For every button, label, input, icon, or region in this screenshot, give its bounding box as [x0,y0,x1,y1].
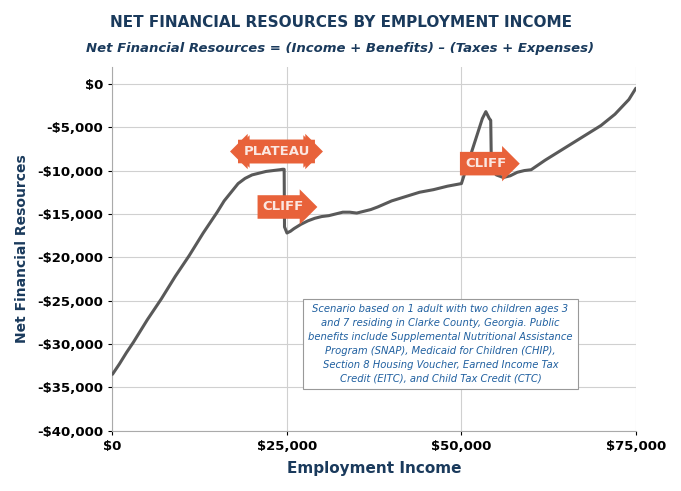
Text: CLIFF: CLIFF [465,157,507,170]
Text: PLATEAU: PLATEAU [243,145,310,158]
Text: Net Financial Resources = (Income + Benefits) – (Taxes + Expenses): Net Financial Resources = (Income + Bene… [86,42,595,55]
Y-axis label: Net Financial Resources: Net Financial Resources [15,154,29,343]
Text: Scenario based on 1 adult with two children ages 3
and 7 residing in Clarke Coun: Scenario based on 1 adult with two child… [308,304,573,384]
Text: NET FINANCIAL RESOURCES BY EMPLOYMENT INCOME: NET FINANCIAL RESOURCES BY EMPLOYMENT IN… [110,15,571,30]
Text: PLATEAU: PLATEAU [243,145,310,158]
Text: PLATEAU: PLATEAU [245,145,308,158]
Text: PLATEAU: PLATEAU [245,145,308,158]
X-axis label: Employment Income: Employment Income [287,461,462,476]
Text: CLIFF: CLIFF [263,200,304,214]
